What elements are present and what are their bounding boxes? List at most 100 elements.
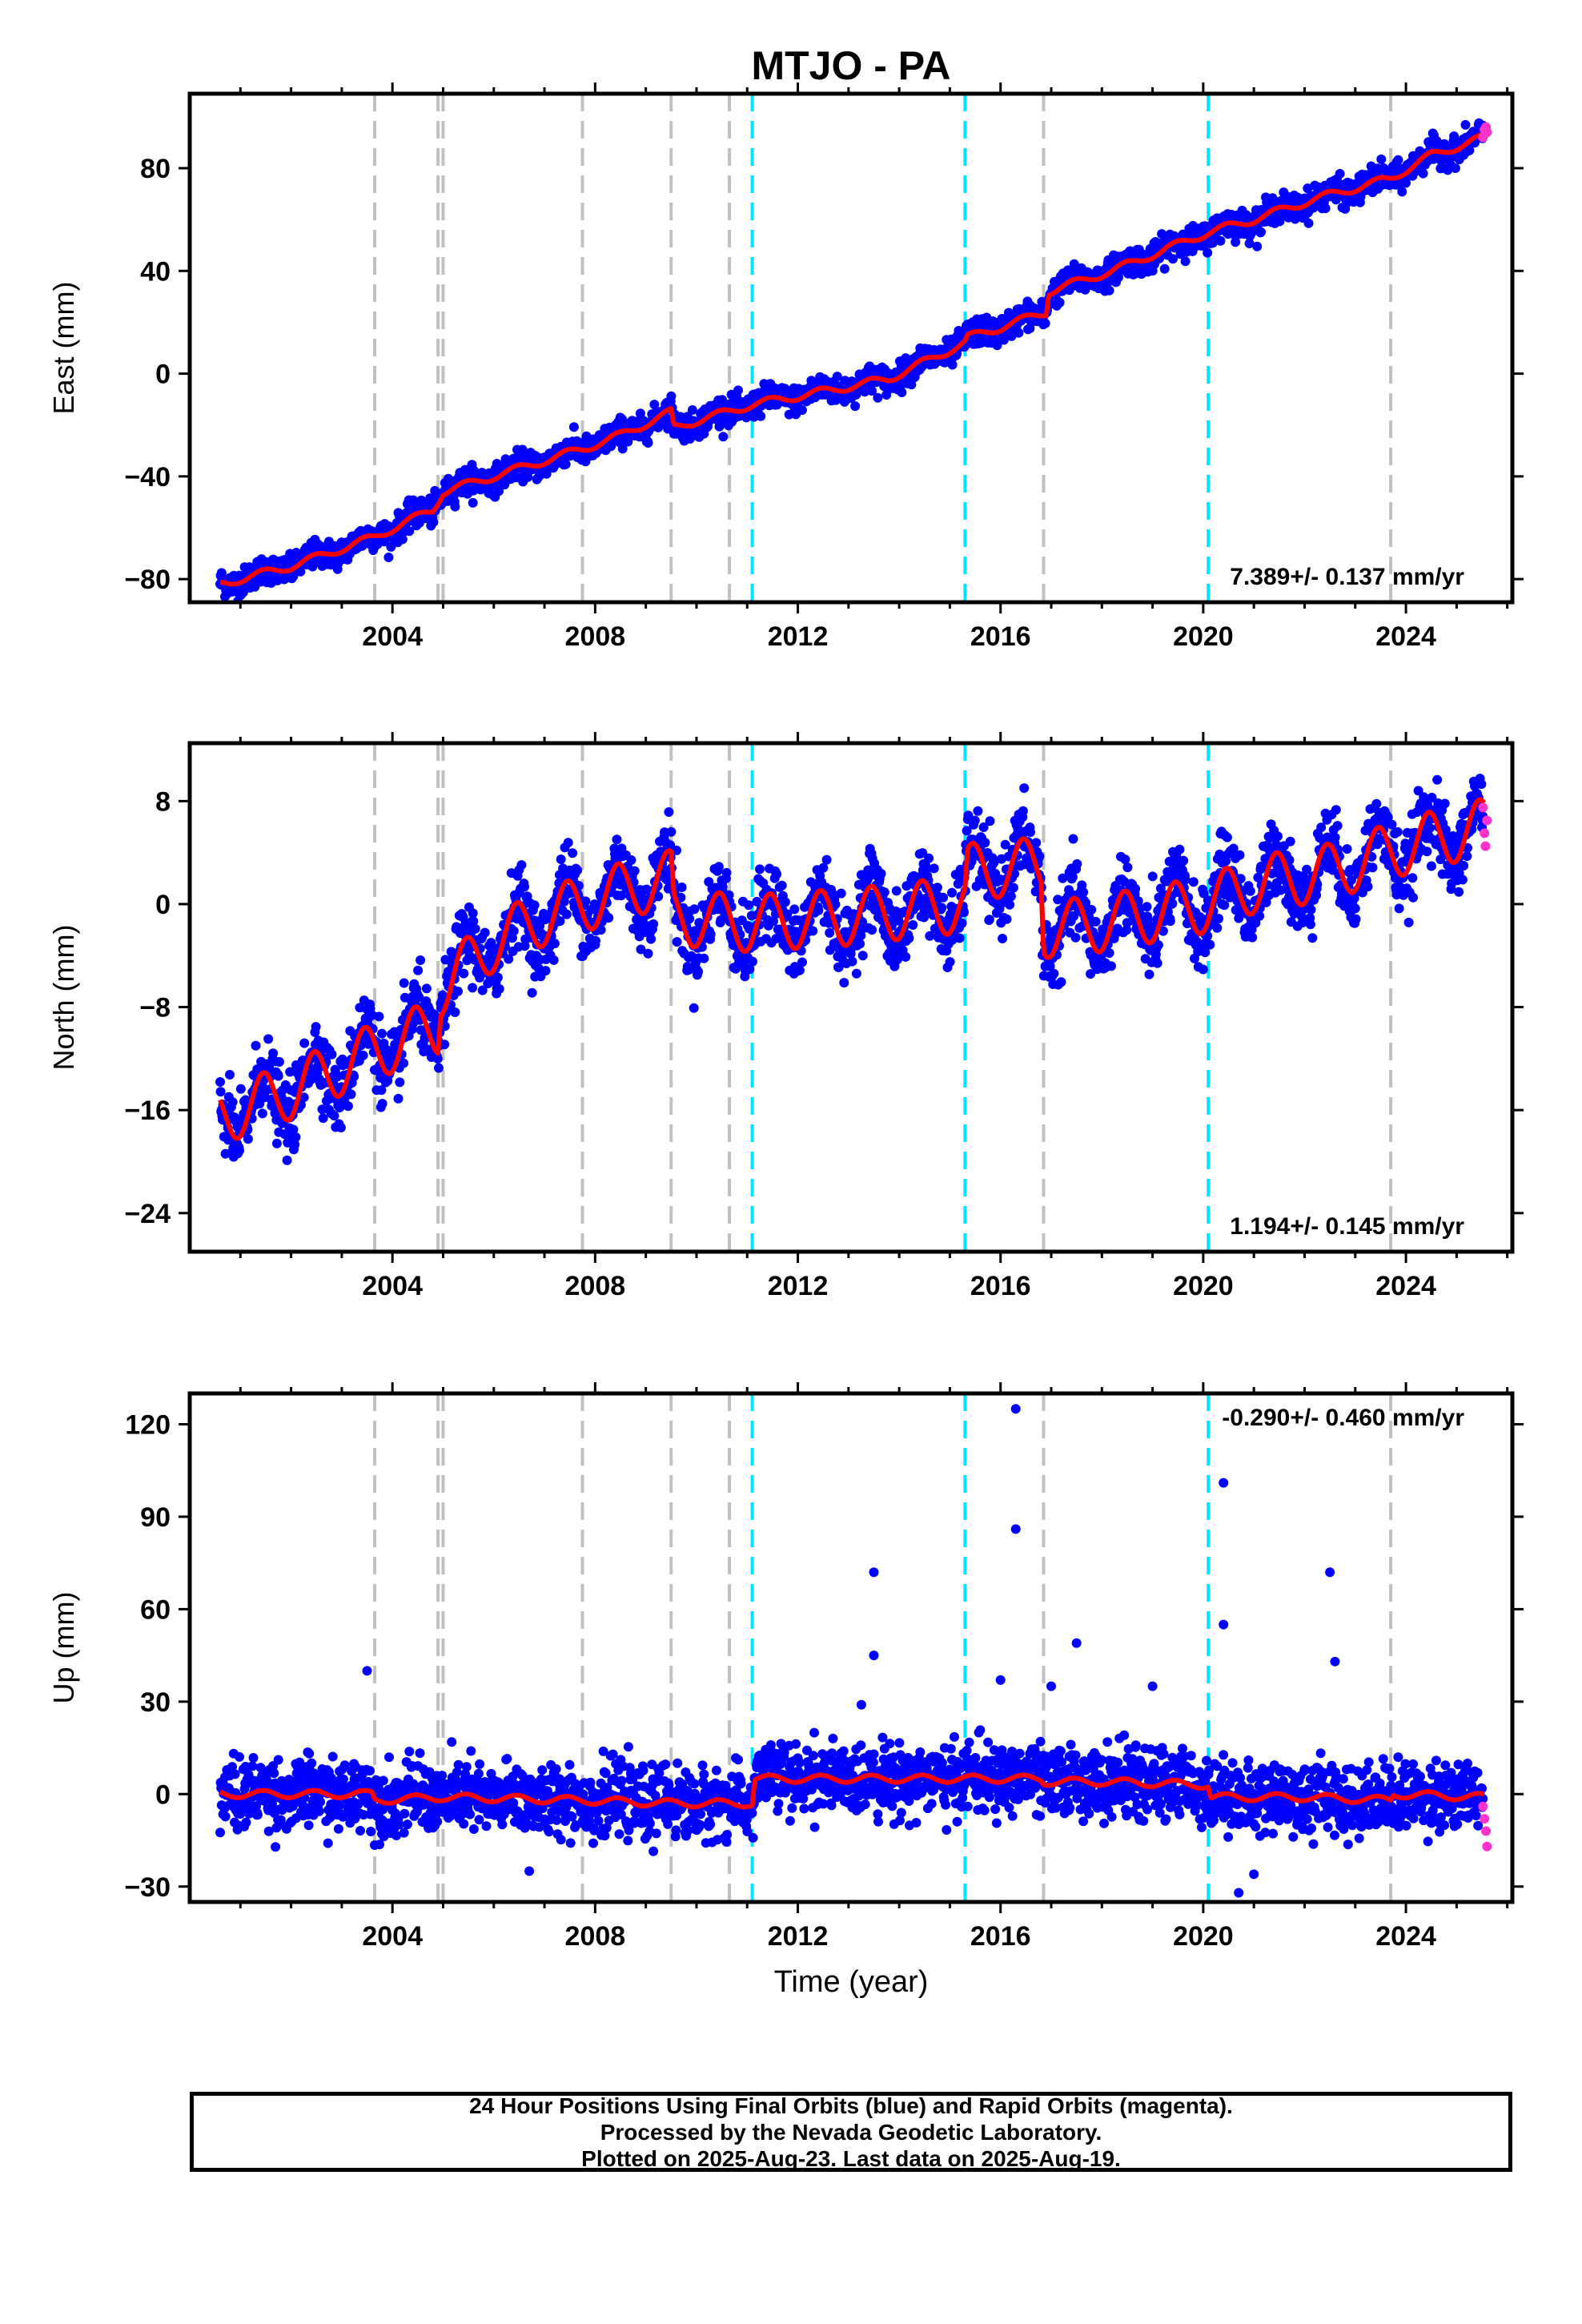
data-point [733, 385, 743, 396]
data-point [508, 926, 519, 936]
data-point [924, 853, 934, 863]
data-point [1212, 923, 1223, 933]
data-point [1002, 914, 1012, 924]
data-point [713, 862, 724, 872]
data-point [453, 986, 463, 996]
data-point [867, 925, 877, 935]
data-point [413, 965, 424, 975]
data-point [568, 422, 579, 432]
data-point [1188, 877, 1199, 887]
data-point [755, 864, 765, 875]
data-point [867, 386, 877, 396]
data-point [1086, 905, 1097, 915]
data-point [282, 1155, 292, 1165]
data-point [523, 472, 533, 482]
x-tick-label: 2008 [565, 621, 626, 652]
data-point [772, 869, 782, 879]
data-point [404, 526, 415, 537]
data-point [813, 905, 824, 915]
data-point [689, 1003, 699, 1013]
data-point [1104, 948, 1114, 958]
data-point [794, 965, 805, 975]
data-point [836, 888, 846, 899]
data-point [641, 884, 652, 895]
data-point [374, 1011, 384, 1022]
data-point [235, 1145, 244, 1156]
data-point [1215, 235, 1226, 246]
data-point [938, 892, 949, 903]
data-point [225, 1070, 235, 1080]
data-point [1104, 285, 1114, 296]
data-point [954, 933, 965, 943]
data-point [299, 1092, 309, 1103]
data-point [273, 1071, 283, 1081]
data-point [257, 1108, 267, 1119]
rapid-point [1482, 127, 1492, 138]
data-point [901, 951, 911, 962]
data-point [494, 983, 504, 994]
data-point [327, 1049, 337, 1059]
data-point [929, 863, 939, 874]
data-point [789, 904, 800, 915]
data-point [1180, 256, 1191, 267]
data-point [568, 848, 578, 858]
data-point [421, 983, 432, 994]
data-point [468, 983, 478, 993]
data-point [649, 400, 660, 410]
data-point [1165, 916, 1175, 927]
data-point [548, 955, 559, 965]
data-point [1393, 155, 1403, 165]
data-point [947, 360, 958, 370]
data-point [797, 957, 807, 967]
data-point [416, 955, 426, 965]
data-point [480, 927, 490, 938]
data-point [839, 978, 849, 988]
data-point [1144, 969, 1154, 979]
data-point [777, 880, 787, 891]
data-point [397, 534, 408, 545]
data-point [1256, 227, 1266, 237]
chart-panel-1: 2004 2008 2012 2016 2020 2024−80−4004080East … [47, 43, 1524, 652]
data-point [399, 978, 409, 988]
data-point [980, 838, 990, 848]
data-point [1178, 855, 1189, 866]
data-point [290, 1140, 300, 1150]
data-point [358, 1050, 368, 1060]
data-point [1130, 883, 1141, 894]
rapid-orbit-points [1478, 122, 1492, 143]
y-tick-label: 80 [140, 154, 171, 184]
data-point [851, 968, 861, 979]
data-point [1152, 958, 1162, 968]
data-point [1214, 914, 1224, 924]
data-point [1235, 850, 1245, 860]
data-point [1142, 902, 1152, 912]
data-point [998, 934, 1008, 943]
data-point [1014, 328, 1024, 338]
data-point [263, 1034, 274, 1044]
data-point [1031, 838, 1042, 848]
data-point [561, 909, 572, 919]
data-point [541, 468, 552, 479]
data-point [1106, 961, 1116, 971]
data-point [243, 1134, 253, 1144]
final-orbit-points [215, 774, 1488, 1165]
data-point [1252, 241, 1263, 251]
data-point [549, 939, 560, 949]
data-point [1026, 827, 1035, 838]
y-tick-label: 0 [155, 360, 171, 390]
data-point [876, 869, 886, 879]
data-point [672, 937, 682, 947]
data-point [377, 1099, 387, 1109]
data-point [377, 1028, 387, 1039]
data-point [235, 1084, 246, 1094]
data-point [468, 497, 478, 508]
y-tick-label: −40 [124, 462, 171, 493]
data-point [1320, 203, 1331, 214]
data-point [285, 1067, 295, 1077]
velocity-rate-text: 7.389+/- 0.137 mm/yr [1230, 564, 1464, 590]
y-tick-label: 40 [140, 256, 171, 287]
data-point [1018, 806, 1028, 816]
data-point [274, 1057, 284, 1067]
data-point [1303, 218, 1314, 228]
